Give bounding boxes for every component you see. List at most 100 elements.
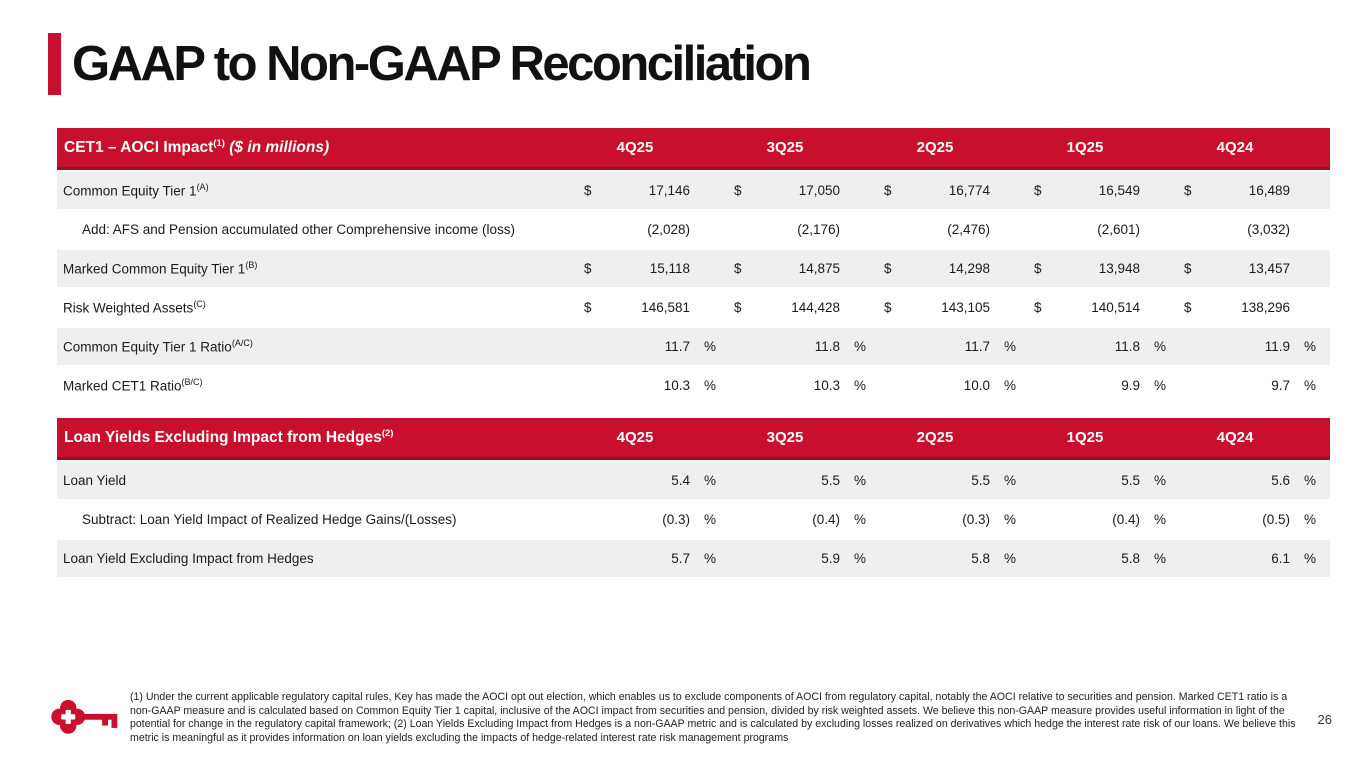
column-header-group: 2Q25 <box>880 139 1030 156</box>
row-label-text: Subtract: Loan Yield Impact of Realized … <box>82 512 457 527</box>
percent-symbol: % <box>1154 512 1167 527</box>
column-header-group: 3Q25 <box>730 139 880 156</box>
percent-symbol: % <box>1004 378 1017 393</box>
quarter-cell-3q25: (2,176) <box>730 222 880 237</box>
currency-symbol: $ <box>734 261 742 276</box>
value-cell: 13,457 <box>1248 261 1290 276</box>
percent-symbol: % <box>1004 339 1017 354</box>
value-cell: 6.1 <box>1271 551 1290 566</box>
table-row: Risk Weighted Assets(C) $146,581 $144,428 $… <box>57 289 1330 326</box>
table-row: Common Equity Tier 1(A) $17,146 $17,050 $16… <box>57 172 1330 209</box>
tables-container: CET1 – AOCI Impact(1) ($ in millions) 4Q2… <box>57 128 1330 577</box>
quarter-cell-2q25: (2,476) <box>880 222 1030 237</box>
quarter-cell-4q25: $17,146 <box>580 183 730 198</box>
value-cell: 11.8 <box>814 339 840 354</box>
percent-symbol: % <box>854 551 867 566</box>
column-header-1q25: 1Q25 <box>1066 429 1104 446</box>
value-cell: (2,601) <box>1097 222 1140 237</box>
quarter-cell-4q24: $13,457 <box>1180 261 1330 276</box>
row-label-text: Common Equity Tier 1 Ratio <box>63 339 232 355</box>
table-title-text: Loan Yields Excluding Impact from Hedges <box>64 429 382 447</box>
currency-symbol: $ <box>584 300 592 315</box>
key-logo-icon <box>51 699 118 734</box>
value-cell: (0.3) <box>962 512 990 527</box>
currency-symbol: $ <box>884 261 892 276</box>
quarter-cell-1q25: (0.4)% <box>1030 512 1180 527</box>
quarter-cell-1q25: 9.9% <box>1030 378 1180 393</box>
value-cell: 5.5 <box>821 473 840 488</box>
table-row: Marked CET1 Ratio(B/C) 10.3% 10.3% 10.0% 9.9… <box>57 367 1330 404</box>
percent-symbol: % <box>1154 339 1167 354</box>
quarter-cell-4q25: $15,118 <box>580 261 730 276</box>
table-row: Add: AFS and Pension accumulated other C… <box>57 211 1330 248</box>
row-label-ref: (B) <box>245 260 258 271</box>
quarter-cell-4q24: 5.6% <box>1180 473 1330 488</box>
percent-symbol: % <box>1004 551 1017 566</box>
value-cell: 146,581 <box>641 300 690 315</box>
quarter-cell-4q25: 5.4% <box>580 473 730 488</box>
quarter-cell-1q25: $140,514 <box>1030 300 1180 315</box>
percent-symbol: % <box>1004 512 1017 527</box>
quarter-cell-4q25: 5.7% <box>580 551 730 566</box>
table-title-footnote-ref: (1) <box>213 137 225 149</box>
percent-symbol: % <box>1304 551 1317 566</box>
quarter-cell-1q25: $16,549 <box>1030 183 1180 198</box>
quarter-cell-4q25: 10.3% <box>580 378 730 393</box>
quarter-cell-3q25: 5.9% <box>730 551 880 566</box>
quarter-cell-4q24: $138,296 <box>1180 300 1330 315</box>
value-cell: 10.3 <box>813 378 840 393</box>
percent-symbol: % <box>1304 339 1317 354</box>
table-title-footnote-ref: (2) <box>381 427 394 439</box>
quarter-cell-4q24: 9.7% <box>1180 378 1330 393</box>
value-cell: 138,296 <box>1241 300 1290 315</box>
value-cell: 5.5 <box>1121 473 1140 488</box>
quarter-cell-2q25: 11.7% <box>880 339 1030 354</box>
row-label-ref: (B/C) <box>181 377 203 388</box>
value-cell: 16,549 <box>1098 183 1140 198</box>
row-label: Marked CET1 Ratio(B/C) <box>57 377 580 394</box>
value-cell: 144,428 <box>791 300 840 315</box>
value-cell: 14,875 <box>798 261 840 276</box>
value-cell: 11.7 <box>964 339 990 354</box>
column-header-group: 4Q24 <box>1180 139 1330 156</box>
value-cell: 5.8 <box>1121 551 1140 566</box>
value-cell: (2,476) <box>947 222 990 237</box>
row-label: Common Equity Tier 1(A) <box>57 182 580 199</box>
value-cell: (0.4) <box>1112 512 1140 527</box>
value-cell: (0.5) <box>1262 512 1290 527</box>
table-title: CET1 – AOCI Impact(1) ($ in millions) <box>57 138 580 157</box>
table-header-loan-yields: Loan Yields Excluding Impact from Hedges… <box>57 418 1330 460</box>
row-label-text: Common Equity Tier 1 <box>63 183 197 199</box>
currency-symbol: $ <box>884 300 892 315</box>
row-label-text: Loan Yield Excluding Impact from Hedges <box>63 551 314 566</box>
quarter-cell-1q25: (2,601) <box>1030 222 1180 237</box>
value-cell: 9.9 <box>1121 378 1140 393</box>
currency-symbol: $ <box>584 183 592 198</box>
value-cell: 10.0 <box>963 378 990 393</box>
currency-symbol: $ <box>734 183 742 198</box>
column-header-group: 1Q25 <box>1030 139 1180 156</box>
quarter-cell-3q25: $14,875 <box>730 261 880 276</box>
percent-symbol: % <box>704 378 717 393</box>
value-cell: (3,032) <box>1247 222 1290 237</box>
value-cell: (2,028) <box>647 222 690 237</box>
quarter-cell-4q24: (0.5)% <box>1180 512 1330 527</box>
currency-symbol: $ <box>1184 300 1192 315</box>
quarter-cell-1q25: 5.5% <box>1030 473 1180 488</box>
quarter-cell-2q25: 5.5% <box>880 473 1030 488</box>
quarter-cell-4q24: 6.1% <box>1180 551 1330 566</box>
row-label: Common Equity Tier 1 Ratio(A/C) <box>57 338 580 355</box>
table-row: Subtract: Loan Yield Impact of Realized … <box>57 501 1330 538</box>
value-cell: (0.3) <box>662 512 690 527</box>
quarter-cell-2q25: $14,298 <box>880 261 1030 276</box>
row-label: Subtract: Loan Yield Impact of Realized … <box>57 512 580 527</box>
table-row: Marked Common Equity Tier 1(B) $15,118 $14… <box>57 250 1330 287</box>
value-cell: 140,514 <box>1091 300 1140 315</box>
value-cell: 11.9 <box>1264 339 1290 354</box>
value-cell: 10.3 <box>663 378 690 393</box>
value-cell: 11.8 <box>1114 339 1140 354</box>
page-number: 26 <box>1317 712 1332 727</box>
column-header-group: 1Q25 <box>1030 429 1180 446</box>
value-cell: 11.7 <box>664 339 690 354</box>
